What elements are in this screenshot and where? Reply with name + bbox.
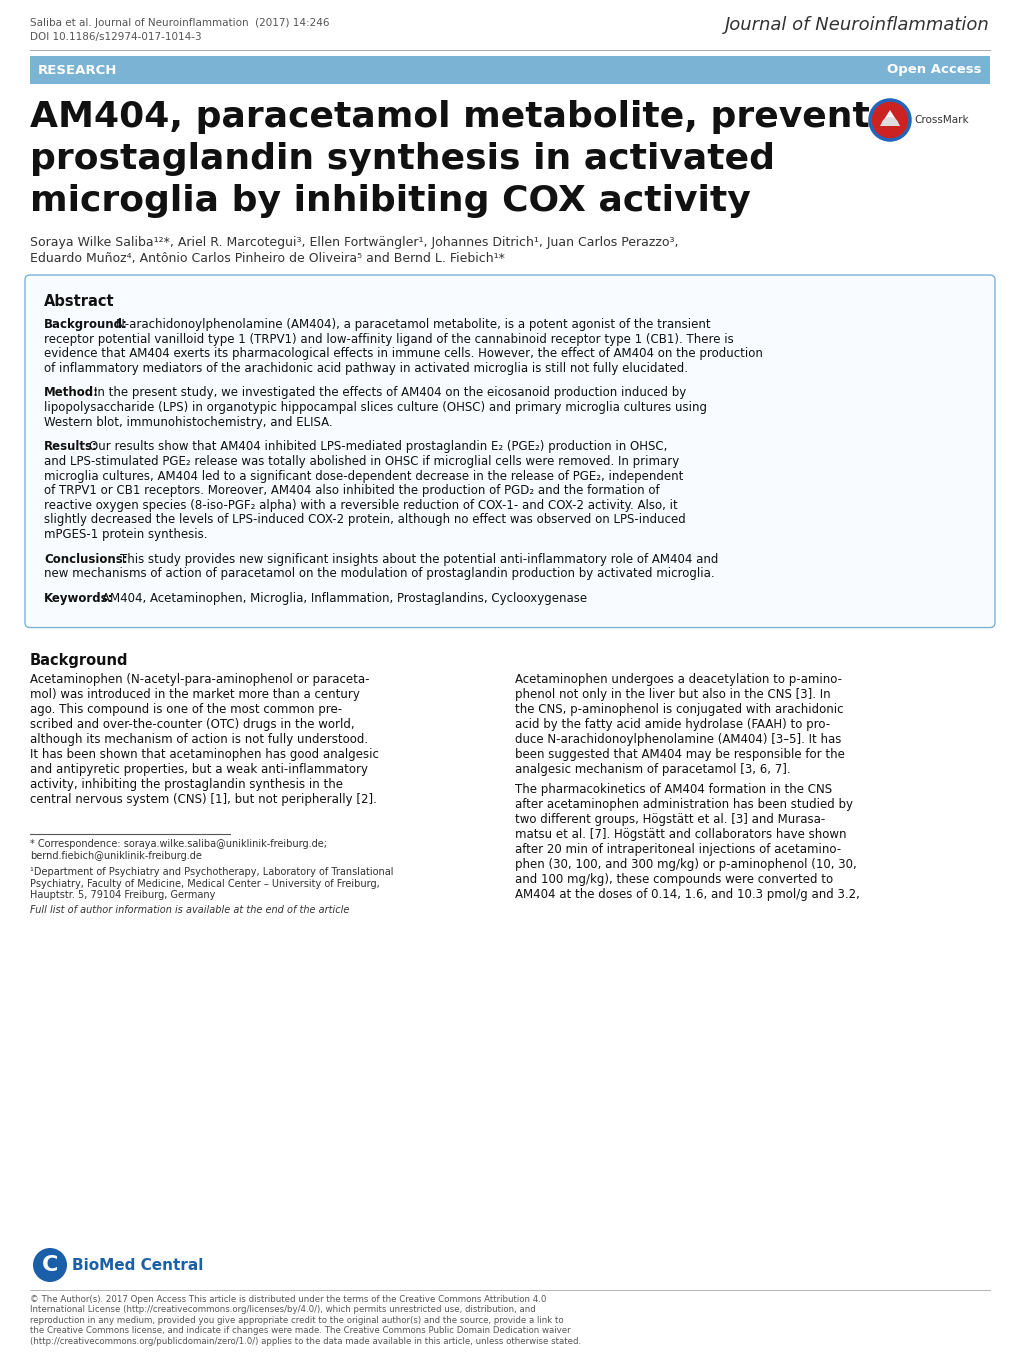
Polygon shape bbox=[879, 110, 899, 126]
Text: Results:: Results: bbox=[44, 440, 98, 454]
Text: AM404, paracetamol metabolite, prevents: AM404, paracetamol metabolite, prevents bbox=[30, 100, 891, 134]
Text: mPGES-1 protein synthesis.: mPGES-1 protein synthesis. bbox=[44, 528, 207, 541]
FancyBboxPatch shape bbox=[25, 275, 994, 627]
Text: This study provides new significant insights about the potential anti-inflammato: This study provides new significant insi… bbox=[120, 553, 717, 565]
Text: RESEARCH: RESEARCH bbox=[38, 64, 117, 76]
Text: DOI 10.1186/s12974-017-1014-3: DOI 10.1186/s12974-017-1014-3 bbox=[30, 33, 202, 42]
Text: Acetaminophen (N-acetyl-para-aminophenol or paraceta-
mol) was introduced in the: Acetaminophen (N-acetyl-para-aminophenol… bbox=[30, 672, 378, 805]
Circle shape bbox=[33, 1248, 67, 1282]
Text: Journal of Neuroinflammation: Journal of Neuroinflammation bbox=[725, 16, 989, 34]
Text: Conclusions:: Conclusions: bbox=[44, 553, 127, 565]
Text: BioMed Central: BioMed Central bbox=[72, 1257, 203, 1272]
Text: of TRPV1 or CB1 receptors. Moreover, AM404 also inhibited the production of PGD₂: of TRPV1 or CB1 receptors. Moreover, AM4… bbox=[44, 484, 659, 497]
Text: Western blot, immunohistochemistry, and ELISA.: Western blot, immunohistochemistry, and … bbox=[44, 416, 332, 428]
Text: Saliba et al. Journal of Neuroinflammation  (2017) 14:246: Saliba et al. Journal of Neuroinflammati… bbox=[30, 18, 329, 28]
Text: N-arachidonoylphenolamine (AM404), a paracetamol metabolite, is a potent agonist: N-arachidonoylphenolamine (AM404), a par… bbox=[116, 318, 710, 331]
Wedge shape bbox=[870, 102, 908, 140]
Text: slightly decreased the levels of LPS-induced COX-2 protein, although no effect w: slightly decreased the levels of LPS-ind… bbox=[44, 514, 685, 527]
Bar bbox=[30, 56, 989, 84]
Text: new mechanisms of action of paracetamol on the modulation of prostaglandin produ: new mechanisms of action of paracetamol … bbox=[44, 568, 714, 580]
Text: The pharmacokinetics of AM404 formation in the CNS
after acetaminophen administr: The pharmacokinetics of AM404 formation … bbox=[515, 783, 859, 901]
Text: receptor potential vanilloid type 1 (TRPV1) and low-affinity ligand of the canna: receptor potential vanilloid type 1 (TRP… bbox=[44, 332, 733, 346]
Text: reactive oxygen species (8-iso-PGF₂ alpha) with a reversible reduction of COX-1-: reactive oxygen species (8-iso-PGF₂ alph… bbox=[44, 499, 677, 512]
Text: Keywords:: Keywords: bbox=[44, 592, 113, 604]
Text: prostaglandin synthesis in activated: prostaglandin synthesis in activated bbox=[30, 142, 774, 176]
Wedge shape bbox=[880, 117, 898, 126]
Text: bernd.fiebich@uniklinik-freiburg.de: bernd.fiebich@uniklinik-freiburg.de bbox=[30, 851, 202, 862]
Text: Soraya Wilke Saliba¹²*, Ariel R. Marcotegui³, Ellen Fortwängler¹, Johannes Ditri: Soraya Wilke Saliba¹²*, Ariel R. Marcote… bbox=[30, 236, 678, 249]
Text: Background:: Background: bbox=[44, 318, 127, 331]
Text: CrossMark: CrossMark bbox=[913, 115, 968, 125]
Text: Our results show that AM404 inhibited LPS-mediated prostaglandin E₂ (PGE₂) produ: Our results show that AM404 inhibited LP… bbox=[89, 440, 666, 454]
Text: microglia cultures, AM404 led to a significant dose-dependent decrease in the re: microglia cultures, AM404 led to a signi… bbox=[44, 470, 683, 482]
Text: Acetaminophen undergoes a deacetylation to p-amino-
phenol not only in the liver: Acetaminophen undergoes a deacetylation … bbox=[515, 672, 844, 775]
Text: In the present study, we investigated the effects of AM404 on the eicosanoid pro: In the present study, we investigated th… bbox=[94, 386, 686, 400]
Text: of inflammatory mediators of the arachidonic acid pathway in activated microglia: of inflammatory mediators of the arachid… bbox=[44, 362, 688, 375]
Text: and LPS-stimulated PGE₂ release was totally abolished in OHSC if microglial cell: and LPS-stimulated PGE₂ release was tota… bbox=[44, 455, 679, 467]
Text: © The Author(s). 2017 Open Access This article is distributed under the terms of: © The Author(s). 2017 Open Access This a… bbox=[30, 1295, 581, 1346]
Text: Method:: Method: bbox=[44, 386, 99, 400]
Text: ¹Department of Psychiatry and Psychotherapy, Laboratory of Translational
Psychia: ¹Department of Psychiatry and Psychother… bbox=[30, 867, 393, 901]
Text: * Correspondence: soraya.wilke.saliba@uniklinik-freiburg.de;: * Correspondence: soraya.wilke.saliba@un… bbox=[30, 839, 327, 850]
Text: Eduardo Muñoz⁴, Antônio Carlos Pinheiro de Oliveira⁵ and Bernd L. Fiebich¹*: Eduardo Muñoz⁴, Antônio Carlos Pinheiro … bbox=[30, 252, 504, 266]
Text: microglia by inhibiting COX activity: microglia by inhibiting COX activity bbox=[30, 184, 750, 218]
Text: Abstract: Abstract bbox=[44, 294, 114, 309]
Text: Open Access: Open Access bbox=[887, 64, 981, 76]
Text: AM404, Acetaminophen, Microglia, Inflammation, Prostaglandins, Cyclooxygenase: AM404, Acetaminophen, Microglia, Inflamm… bbox=[102, 592, 587, 604]
Text: evidence that AM404 exerts its pharmacological effects in immune cells. However,: evidence that AM404 exerts its pharmacol… bbox=[44, 347, 762, 360]
Text: Full list of author information is available at the end of the article: Full list of author information is avail… bbox=[30, 905, 350, 916]
Text: Background: Background bbox=[30, 653, 128, 668]
Text: lipopolysaccharide (LPS) in organotypic hippocampal slices culture (OHSC) and pr: lipopolysaccharide (LPS) in organotypic … bbox=[44, 401, 706, 415]
Text: C: C bbox=[42, 1255, 58, 1275]
